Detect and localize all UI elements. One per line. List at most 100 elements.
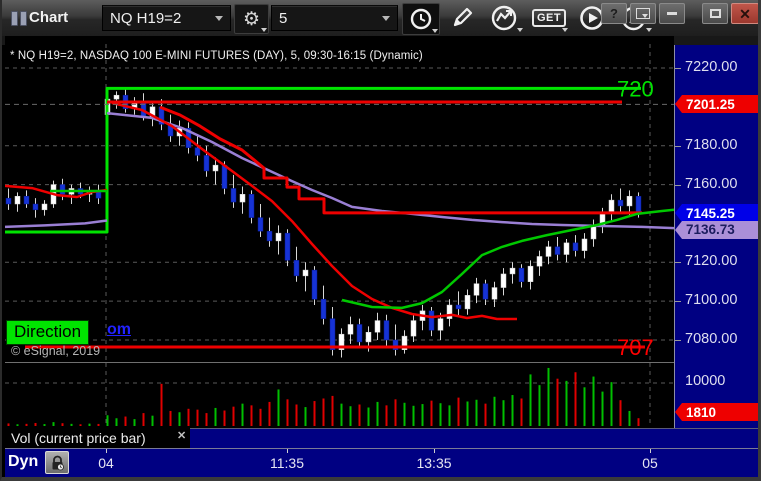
volume-pane[interactable] <box>5 362 674 428</box>
volume-bar <box>97 423 100 426</box>
candle-up <box>446 299 453 327</box>
candle-down <box>248 190 255 224</box>
volume-bar <box>331 395 334 426</box>
level-label: 720 <box>617 76 654 101</box>
volume-bar <box>295 404 298 426</box>
time-tick-mark <box>434 449 435 453</box>
candle-up <box>113 91 120 109</box>
candle-up <box>374 312 381 341</box>
candle-down <box>320 285 327 325</box>
green-ma <box>341 208 675 310</box>
time-lock-button[interactable] <box>45 451 69 474</box>
volume-bar <box>601 391 604 426</box>
volume-bar <box>385 405 388 426</box>
maximize-button[interactable] <box>702 3 728 24</box>
volume-bar <box>412 405 415 426</box>
volume-bar <box>304 407 307 426</box>
get-data-button[interactable]: GET <box>529 3 569 33</box>
gear-icon: ⚙ <box>242 8 261 30</box>
candle-down <box>23 190 30 208</box>
candle-up <box>212 157 219 185</box>
red-fast-ma <box>111 101 517 321</box>
volume-indicator-label: Vol (current price bar) <box>11 430 146 446</box>
red-stair-line <box>159 105 642 215</box>
volume-bar <box>511 395 514 426</box>
candle-down <box>167 114 174 142</box>
volume-bar <box>277 389 280 426</box>
candle-up <box>131 97 138 115</box>
get-icon: GET <box>531 9 567 27</box>
candle-up <box>536 250 543 276</box>
close-indicator-icon[interactable]: ✕ <box>177 430 187 442</box>
price-axis[interactable]: 7220.00 7180.00 7160.00 7120.00 7100.00 7080.… <box>674 45 758 448</box>
level-label: 707 <box>617 335 654 360</box>
draw-tool-button[interactable] <box>443 3 481 33</box>
volume-bar <box>475 399 478 426</box>
volume-bar <box>196 409 199 426</box>
volume-bar <box>529 374 532 426</box>
volume-bar <box>52 422 55 426</box>
volume-bar <box>592 376 595 426</box>
price-tick-label: 7120.00 <box>685 253 738 270</box>
candle-down <box>194 134 201 162</box>
volume-bar <box>466 401 469 426</box>
price-pane[interactable]: 720 707 <box>4 36 675 362</box>
volume-bar <box>538 385 541 426</box>
chevron-down-icon <box>215 15 223 21</box>
interval-combobox[interactable]: 5 <box>271 5 398 31</box>
link-window-button[interactable] <box>630 3 656 24</box>
candle-down <box>455 291 462 317</box>
candle-up <box>410 314 417 342</box>
candle-up <box>500 268 507 296</box>
symbol-settings-button[interactable]: ⚙ <box>234 4 269 34</box>
candle-up <box>68 184 75 205</box>
volume-bar <box>124 416 127 426</box>
trend-circle-icon <box>491 5 517 31</box>
volume-indicator-row: Vol (current price bar) ✕ <box>5 428 758 449</box>
time-axis-bar[interactable]: Dyn 04 11:35 13:35 05 <box>5 448 758 477</box>
time-template-button[interactable] <box>402 3 440 35</box>
volume-bar <box>214 407 217 426</box>
volume-bar <box>439 403 442 426</box>
time-tick-mark <box>287 449 288 453</box>
pencil-icon <box>453 7 473 27</box>
axis-tick-mark <box>675 262 681 264</box>
candle-down <box>617 188 624 212</box>
clock-icon <box>410 8 432 30</box>
volume-bar <box>16 424 19 426</box>
volume-tick-label: 10000 <box>685 373 726 389</box>
chevron-down-icon <box>432 29 438 33</box>
axis-tick-mark <box>675 340 681 341</box>
studies-button[interactable] <box>484 3 524 33</box>
candle-down <box>482 279 489 306</box>
candle-down <box>230 174 237 208</box>
axis-tick-mark <box>675 68 681 69</box>
volume-bar <box>160 383 163 426</box>
close-button[interactable]: ✕ <box>731 3 758 24</box>
minimize-button[interactable] <box>659 3 685 24</box>
title-bar[interactable]: Chart NQ H19=2 ⚙ 5 <box>2 0 758 36</box>
symbol-combobox[interactable]: NQ H19=2 <box>102 5 231 31</box>
chart-header: * NQ H19=2, NASDAQ 100 E-MINI FUTURES (D… <box>10 50 423 62</box>
candle-down <box>257 204 264 238</box>
volume-bar <box>232 406 235 426</box>
volume-bar <box>556 378 559 426</box>
volume-bar <box>7 423 10 426</box>
lock-clock-icon <box>52 455 64 470</box>
volume-bar <box>250 405 253 426</box>
candle-up <box>491 281 498 307</box>
candle-down <box>392 324 399 356</box>
volume-bar <box>223 410 226 426</box>
chevron-down-icon <box>261 28 267 32</box>
dyn-button[interactable]: Dyn <box>8 453 39 470</box>
candle-up <box>419 305 426 331</box>
volume-bar <box>484 403 487 426</box>
help-button[interactable]: ? <box>601 3 627 24</box>
direction-indicator-label: Direction <box>6 320 90 345</box>
price-chart-canvas: 720 707 <box>4 44 675 362</box>
volume-bar <box>394 399 397 426</box>
candle-down <box>32 198 39 218</box>
candle-down <box>428 306 435 337</box>
price-marker-tag: 7201.25 <box>682 95 758 114</box>
